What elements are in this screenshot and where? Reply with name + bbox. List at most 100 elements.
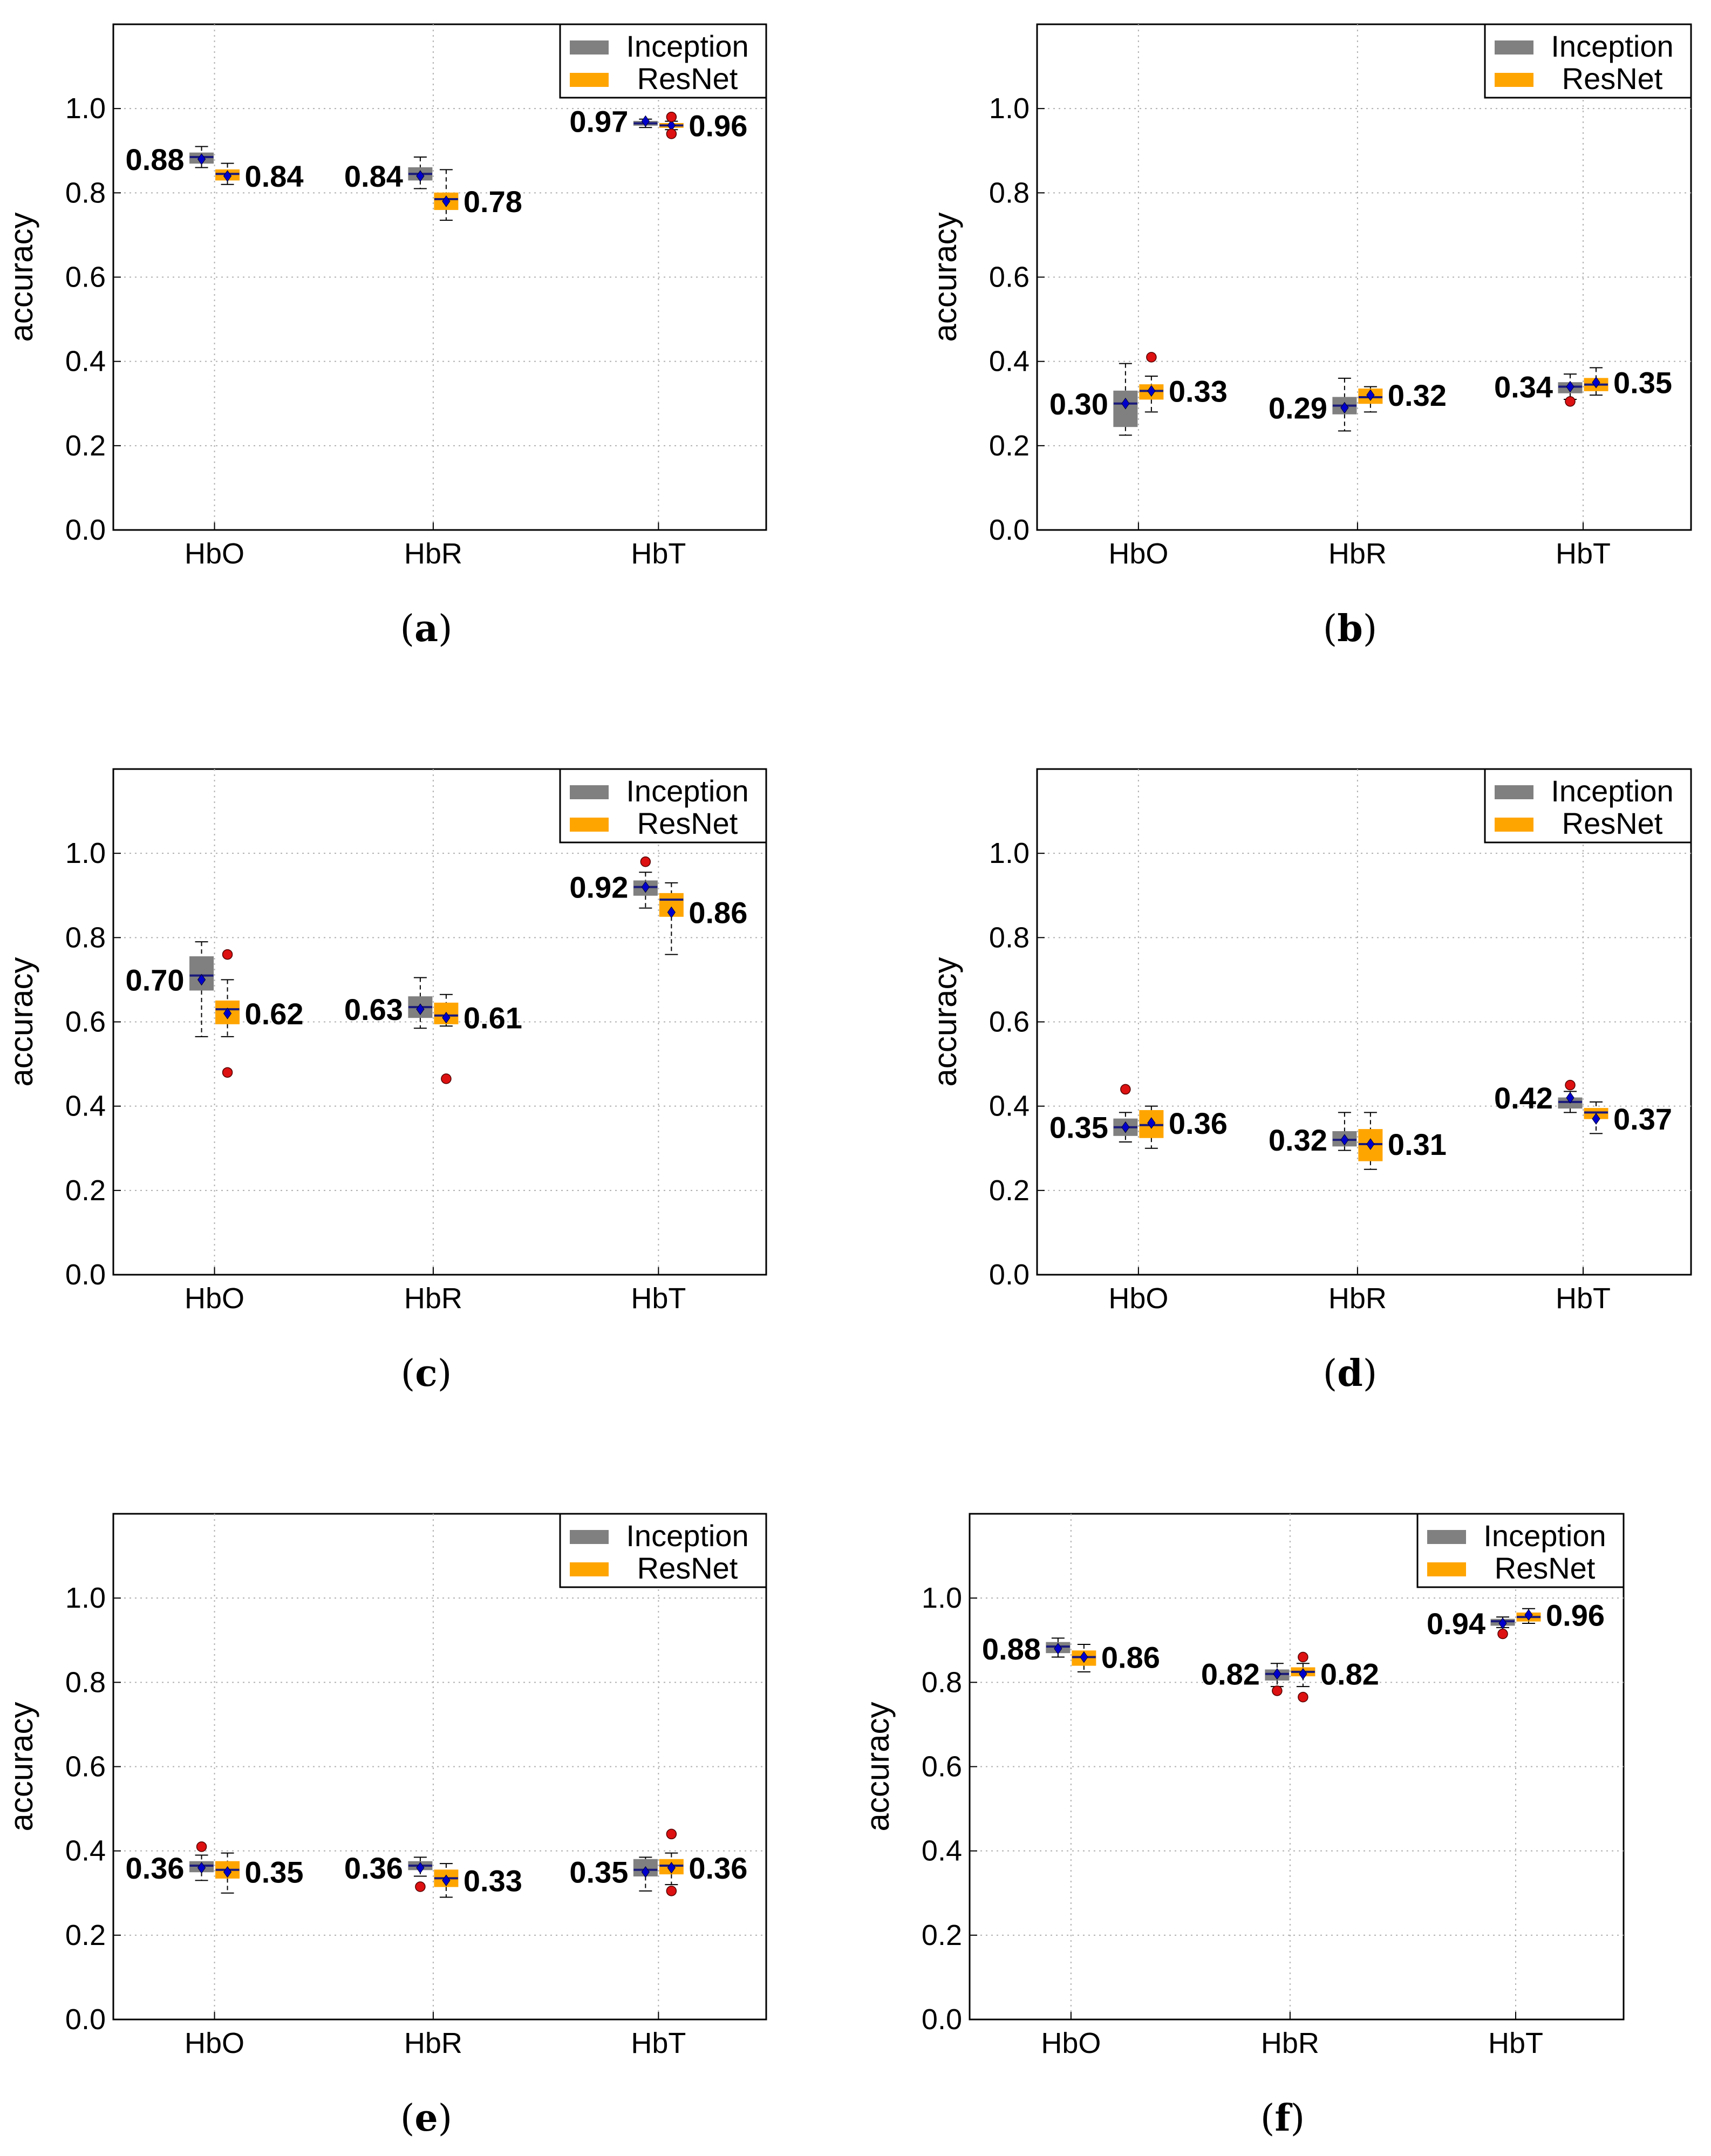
y-tick-label: 0.4 [65,1090,106,1123]
inception-box-hbt: 0.92 [569,856,658,909]
mean-marker [1592,1113,1600,1125]
x-tick-label: HbO [1041,2027,1101,2059]
resnet-box-hbo: 0.35 [215,1852,304,1894]
value-label: 0.35 [1613,366,1672,400]
y-axis-label: accuracy [3,212,39,342]
inception-box-hbo: 0.88 [982,1632,1071,1666]
x-tick-label: HbT [1556,538,1611,570]
mean-marker [197,153,206,165]
y-tick-label: 0.6 [989,1006,1030,1038]
mean-marker [223,1008,232,1019]
outlier-point [441,1073,452,1084]
y-tick-label: 0.4 [989,1090,1030,1123]
y-tick-label: 0.6 [65,1006,106,1038]
outlier-point [666,128,677,139]
outlier-point [1120,1084,1131,1095]
y-tick-label: 0.0 [65,1259,106,1291]
mean-marker [1147,385,1156,397]
resnet-box-hbo: 0.84 [215,159,304,193]
y-tick-label: 0.6 [65,1751,106,1783]
caption-e-letter: e [414,2097,438,2140]
y-tick-label: 0.0 [922,2003,962,2036]
outlier-point [1565,1079,1576,1091]
value-label: 0.36 [344,1851,403,1885]
chart-panel-d: 0.0 0.2 0.4 0.6 0.8 1.0 accuracy HbO HbR HbT 0.35 0… [927,768,1692,1315]
mean-marker [641,881,650,893]
inception-box-hbt: 0.97 [569,105,658,139]
y-tick-label: 0.2 [989,430,1030,462]
y-tick-label: 0.0 [989,514,1030,546]
value-label: 0.86 [689,895,747,929]
mean-marker [1340,1134,1349,1146]
resnet-box-hbr: 0.32 [1358,378,1447,413]
value-label: 0.36 [126,1851,185,1885]
mean-marker [1080,1651,1088,1663]
y-tick-label: 1.0 [922,1582,962,1614]
resnet-box-hbt: 0.35 [1584,366,1672,400]
caption-d-letter: d [1337,1352,1363,1395]
x-tick-label: HbR [1261,2027,1319,2059]
legend-swatch-inception [570,1530,609,1544]
value-label: 0.35 [569,1855,628,1889]
mean-marker [1366,389,1375,402]
mean-marker [667,1862,676,1874]
mean-marker [641,115,650,127]
resnet-box-hbt: 0.36 [659,1828,747,1896]
outlier-point [1497,1628,1508,1640]
legend-label-resnet: ResNet [1495,1551,1596,1585]
outlier-point [222,1067,233,1078]
legend-swatch-inception [570,785,609,799]
legend-swatch-inception [1495,785,1533,799]
value-label: 0.88 [126,142,185,176]
outlier-point [1272,1685,1283,1696]
y-tick-label: 0.2 [65,430,106,462]
mean-marker [1121,397,1130,410]
value-label: 0.96 [1546,1598,1605,1632]
x-tick-label: HbT [631,2027,686,2059]
inception-box-hbt: 0.35 [569,1855,658,1892]
mean-marker [1299,1668,1307,1680]
value-label: 0.96 [689,108,747,142]
inception-box-hbo: 0.88 [126,142,214,176]
inception-box-hbt: 0.34 [1494,370,1583,407]
legend-swatch-resnet [1495,73,1533,87]
legend-swatch-resnet [570,818,609,832]
legend-swatch-inception [1427,1530,1466,1544]
inception-box-hbr: 0.32 [1269,1112,1357,1157]
value-label: 0.82 [1320,1657,1379,1691]
y-tick-label: 0.8 [65,176,106,209]
y-tick-label: 1.0 [65,92,106,125]
outlier-point [666,112,677,123]
value-label: 0.30 [1049,387,1108,421]
x-tick-label: HbO [185,538,244,570]
resnet-box-hbo: 0.33 [1139,352,1228,413]
resnet-box-hbt: 0.96 [659,108,747,142]
legend-swatch-resnet [1495,818,1533,832]
inception-box-hbr: 0.84 [344,156,433,193]
mean-marker [1054,1642,1062,1655]
legend-label-inception: Inception [626,1519,748,1553]
mean-marker [442,195,451,207]
x-tick-label: HbR [404,1282,462,1315]
mean-marker [1366,1138,1375,1150]
y-axis-label: accuracy [3,1702,39,1831]
chart-panel-e: 0.0 0.2 0.4 0.6 0.8 1.0 accuracy HbO HbR HbT 0.36 0… [3,1513,767,2059]
resnet-box-hbr: 0.78 [434,169,522,221]
mean-marker [1524,1609,1533,1621]
mean-marker [1566,1092,1574,1104]
value-label: 0.33 [1169,374,1228,408]
chart-panel-a: 0.0 0.2 0.4 0.6 0.8 1.0 accuracy HbO HbR HbT 0.88 0… [3,23,767,570]
mean-marker [197,974,206,986]
y-tick-label: 0.8 [989,176,1030,209]
caption-c: (c) [400,1352,452,1395]
legend-label-resnet: ResNet [637,62,738,96]
y-tick-label: 0.4 [65,1835,106,1867]
legend-label-resnet: ResNet [1562,806,1663,840]
y-tick-label: 1.0 [989,92,1030,125]
